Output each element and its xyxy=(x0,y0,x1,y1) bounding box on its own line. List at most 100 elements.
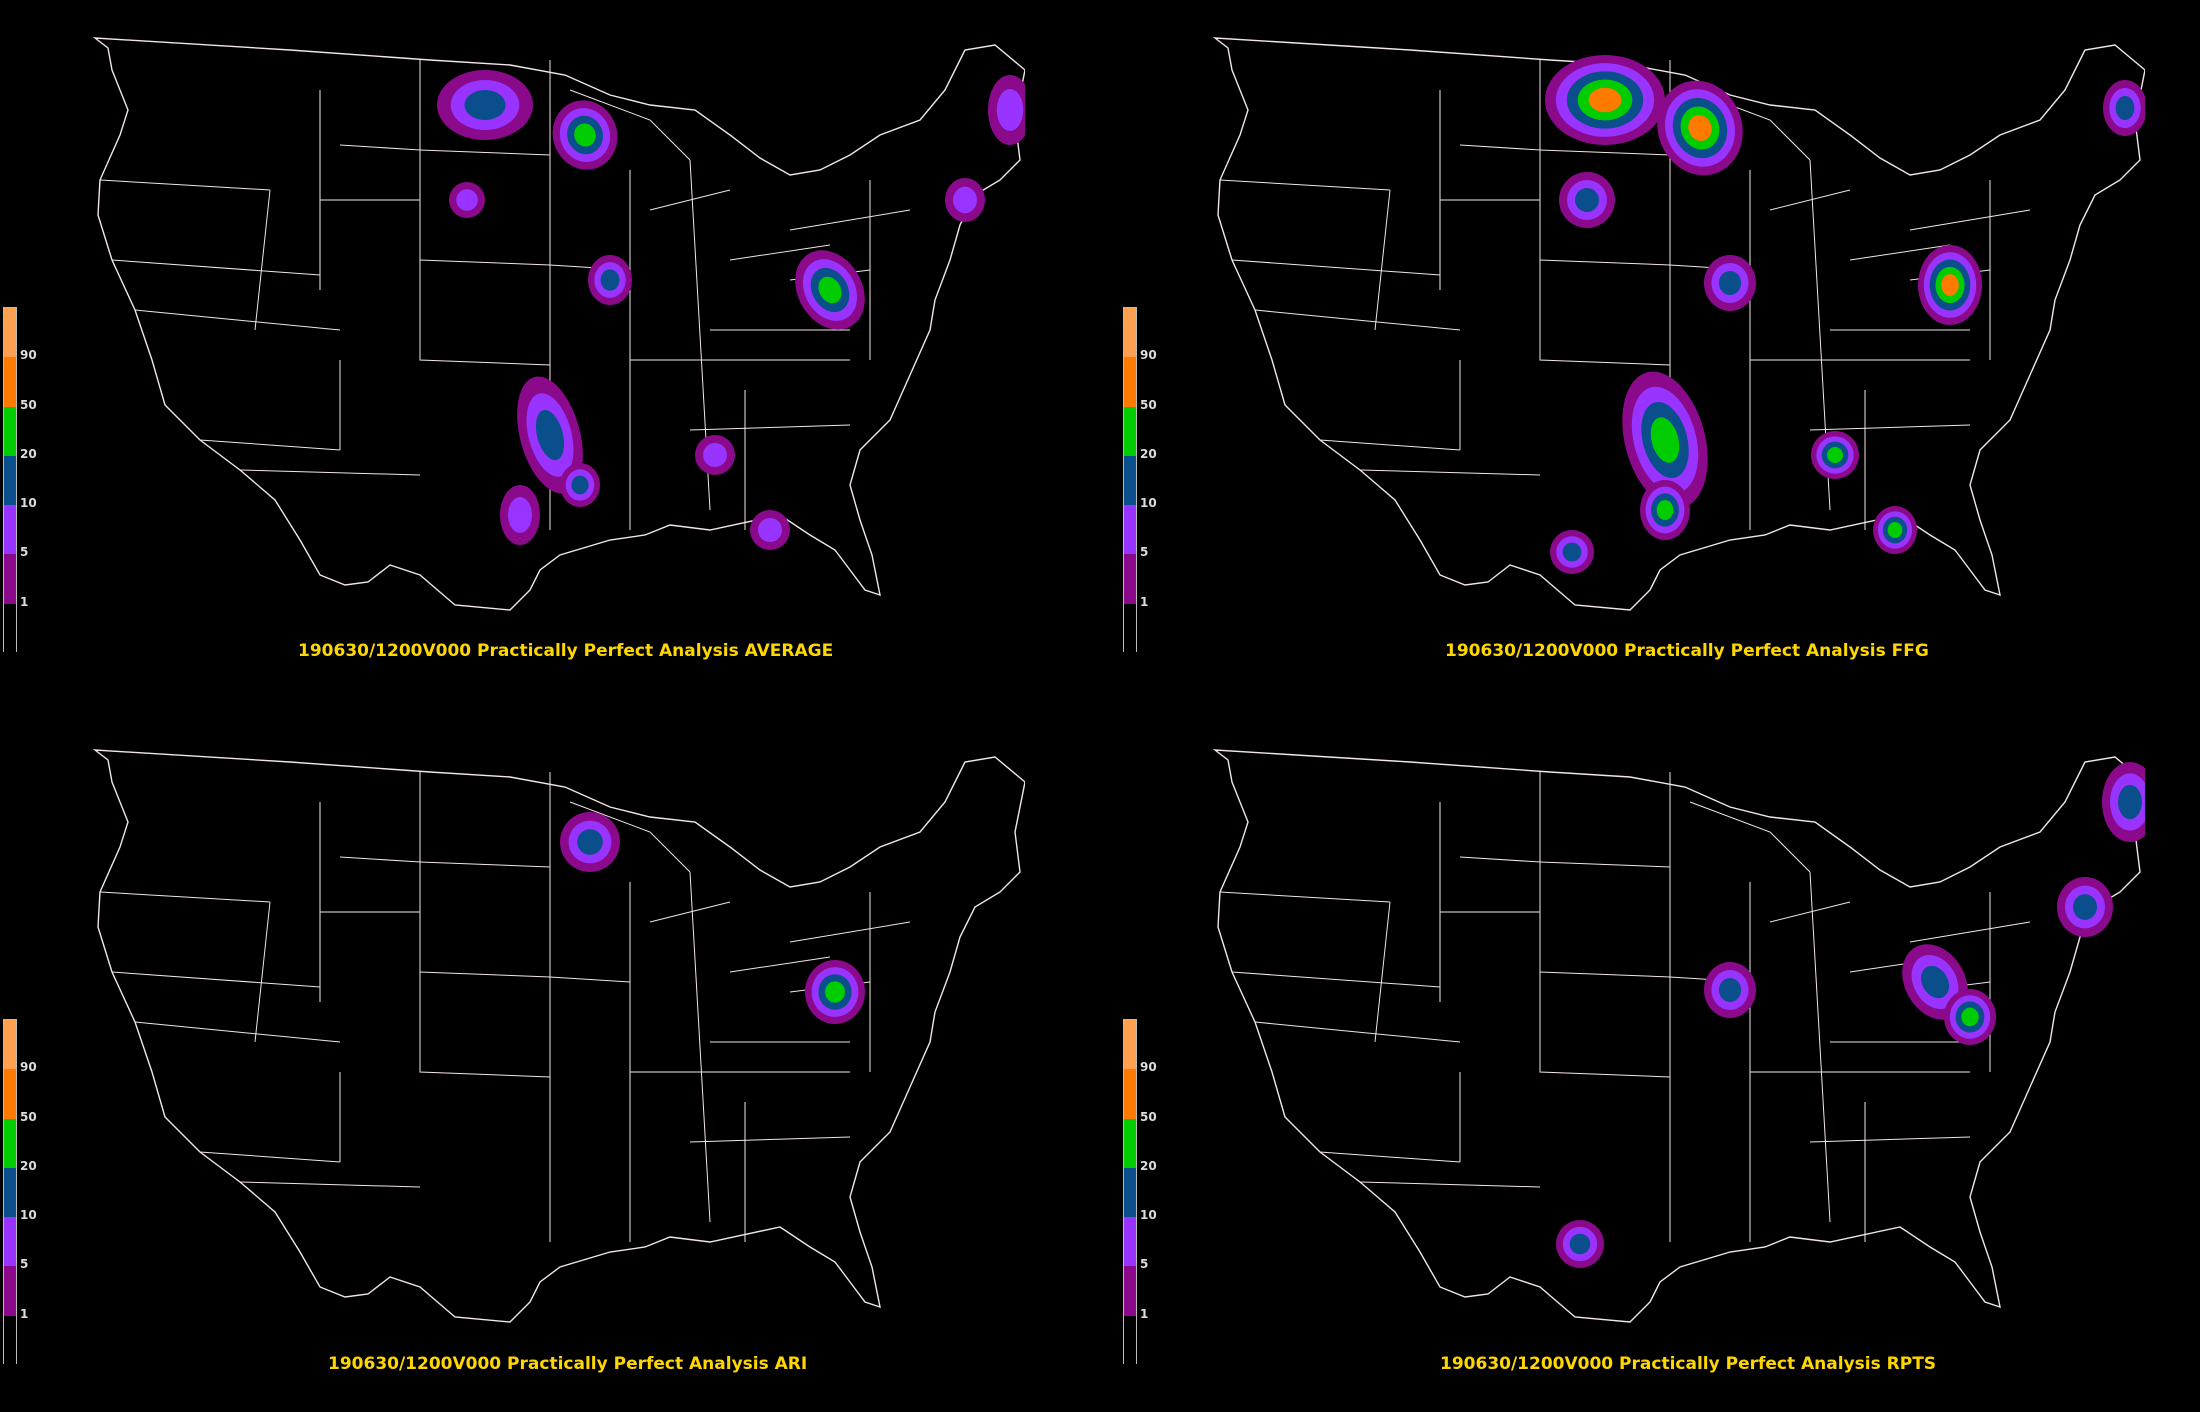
panel-caption: 190630/1200V000 Practically Perfect Anal… xyxy=(298,641,834,661)
legend-tick-label: 5 xyxy=(1140,1257,1149,1272)
state-boundary xyxy=(419,971,551,978)
probability-area xyxy=(588,255,632,305)
probability-area xyxy=(1811,431,1859,479)
state-boundary xyxy=(134,309,341,331)
state-boundary xyxy=(1809,871,1831,1223)
legend-tick-label: 5 xyxy=(20,1257,29,1272)
probability-area xyxy=(1622,371,1708,509)
probability-area xyxy=(1704,962,1756,1018)
coastline-border xyxy=(1212,749,2145,1323)
state-boundary xyxy=(1319,1151,1461,1163)
probability-contour xyxy=(1688,115,1712,141)
state-boundary xyxy=(1231,971,1441,988)
state-boundary xyxy=(419,772,551,868)
state-boundary xyxy=(1459,772,1541,863)
state-boundary xyxy=(1359,1181,1541,1188)
legend-swatch xyxy=(1124,1315,1136,1365)
legend-swatch xyxy=(1124,1069,1136,1119)
state-boundary xyxy=(1809,1136,1971,1143)
legend-swatch xyxy=(4,1118,16,1168)
probability-contour xyxy=(535,409,565,461)
probability-contour xyxy=(953,186,977,214)
probability-contour xyxy=(456,189,478,211)
state-boundary xyxy=(569,801,691,873)
probability-area xyxy=(1657,80,1743,176)
legend-tick-label: 50 xyxy=(1140,397,1157,412)
legend-tick-label: 20 xyxy=(1140,446,1157,461)
probability-contour xyxy=(571,475,589,495)
panel-caption: 190630/1200V000 Practically Perfect Anal… xyxy=(1445,641,1929,661)
probability-contour xyxy=(703,443,727,467)
probability-contour xyxy=(2118,784,2142,820)
color-legend xyxy=(3,1019,17,1365)
legend-swatch xyxy=(1124,554,1136,604)
color-legend xyxy=(1123,1019,1137,1365)
legend-swatch xyxy=(1124,308,1136,358)
probability-contour xyxy=(1718,271,1742,295)
probability-area xyxy=(2057,877,2113,937)
legend-tick-label: 90 xyxy=(1140,1060,1157,1075)
legend-swatch xyxy=(1124,1266,1136,1316)
state-boundary xyxy=(199,439,341,451)
state-boundary xyxy=(789,209,911,231)
state-boundary xyxy=(569,89,691,161)
coastline-border xyxy=(1212,37,2145,611)
legend-swatch xyxy=(4,1167,16,1218)
state-boundary xyxy=(339,60,421,151)
legend-tick-label: 20 xyxy=(20,446,37,461)
probability-area xyxy=(988,75,1025,145)
state-boundary xyxy=(1254,1021,1461,1043)
probability-contour xyxy=(1656,500,1674,520)
probability-contour xyxy=(1569,1233,1591,1255)
state-boundary xyxy=(1319,439,1461,451)
legend-swatch xyxy=(4,1217,16,1267)
legend-swatch xyxy=(1124,1217,1136,1267)
legend-swatch xyxy=(1124,1020,1136,1070)
state-boundary xyxy=(689,424,851,431)
state-boundary xyxy=(1459,60,1541,151)
legend-tick-label: 50 xyxy=(1140,1109,1157,1124)
probability-contour xyxy=(1887,522,1903,538)
state-boundary xyxy=(1909,209,2031,231)
probability-contour xyxy=(825,981,845,1003)
probability-area xyxy=(750,510,790,550)
state-boundary xyxy=(689,871,711,1223)
probability-contour xyxy=(1961,1007,1979,1027)
state-boundary xyxy=(239,1181,421,1188)
state-boundary xyxy=(689,1136,851,1143)
state-boundary xyxy=(339,772,421,863)
map-panel-ffg: 190630/1200V000 Practically Perfect Anal… xyxy=(1120,0,2200,700)
legend-swatch xyxy=(4,554,16,604)
legend-swatch xyxy=(4,308,16,358)
probability-area xyxy=(1640,480,1690,540)
legend-swatch xyxy=(4,357,16,407)
state-boundary xyxy=(729,956,831,973)
probability-area xyxy=(1556,1220,1604,1268)
state-boundary xyxy=(1219,179,1391,191)
state-boundary xyxy=(1374,189,1391,331)
legend-swatch xyxy=(4,1266,16,1316)
probability-contour xyxy=(758,518,782,542)
state-boundary xyxy=(1539,971,1671,978)
probability-contour xyxy=(1941,274,1959,296)
legend-tick-label: 50 xyxy=(20,397,37,412)
legend-tick-label: 90 xyxy=(1140,348,1157,363)
probability-area xyxy=(1704,255,1756,311)
probability-contour xyxy=(464,90,506,120)
probability-contour xyxy=(2073,894,2097,920)
probability-contour xyxy=(1718,978,1742,1002)
probability-contour xyxy=(1920,965,1950,999)
state-boundary xyxy=(254,189,271,331)
color-legend xyxy=(1123,307,1137,653)
us-map xyxy=(92,749,1025,1323)
probability-area xyxy=(1545,55,1665,145)
probability-area xyxy=(517,376,583,494)
probability-contour xyxy=(1575,188,1599,212)
state-boundary xyxy=(1769,189,1851,211)
state-boundary xyxy=(99,179,271,191)
state-boundary xyxy=(1539,150,1671,366)
legend-swatch xyxy=(1124,357,1136,407)
color-legend xyxy=(3,307,17,653)
probability-area xyxy=(560,463,600,507)
legend-tick-label: 10 xyxy=(20,496,37,511)
